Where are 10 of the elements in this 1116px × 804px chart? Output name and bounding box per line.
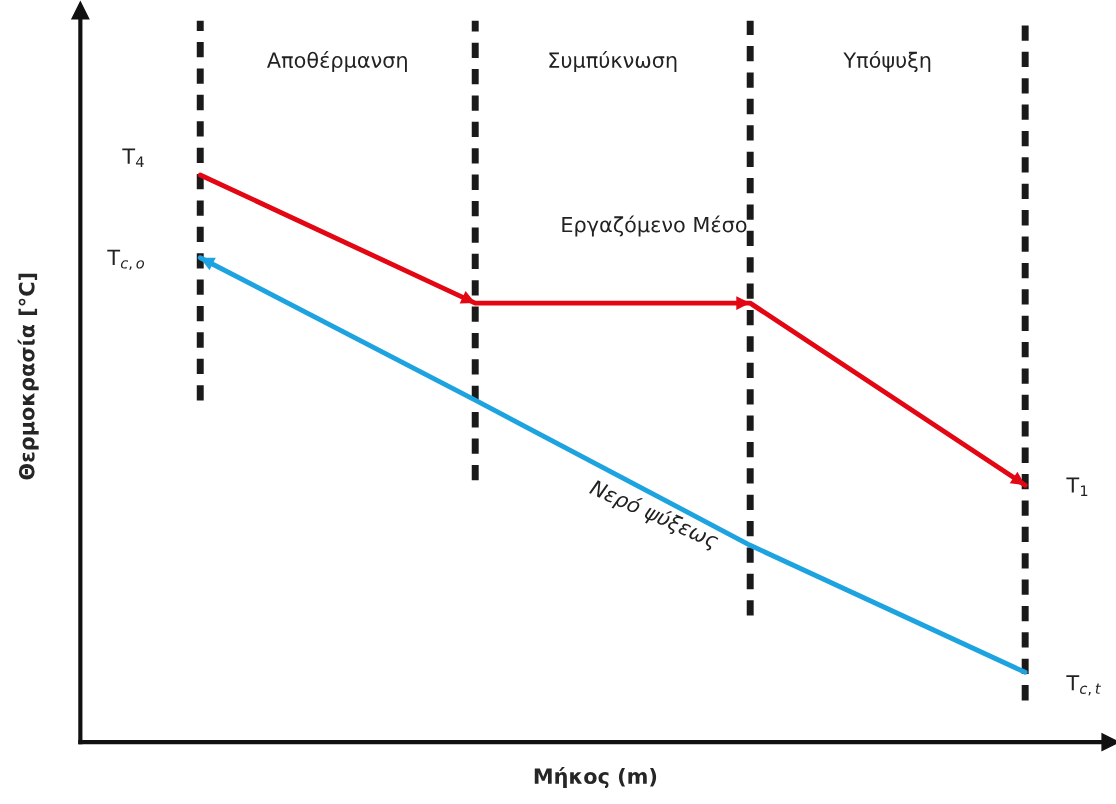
x-axis-title: Μήκος (m) — [534, 767, 657, 789]
text: Συμπύκνωση — [549, 51, 677, 72]
text: Αποθέρμανση — [266, 51, 407, 72]
y-axis-title: Θερμοκρασία [°C] — [17, 273, 39, 480]
annotation: T$_{1}$ — [1066, 477, 1088, 497]
text: Εργαζόμενο Μέσο — [562, 215, 747, 237]
text: T$_{4}$ — [122, 148, 144, 168]
annotation: T$_{c,t}$ — [1066, 675, 1102, 696]
annotation: T$_{c,o}$ — [107, 249, 144, 271]
text: Υπόψυξη — [843, 50, 931, 73]
